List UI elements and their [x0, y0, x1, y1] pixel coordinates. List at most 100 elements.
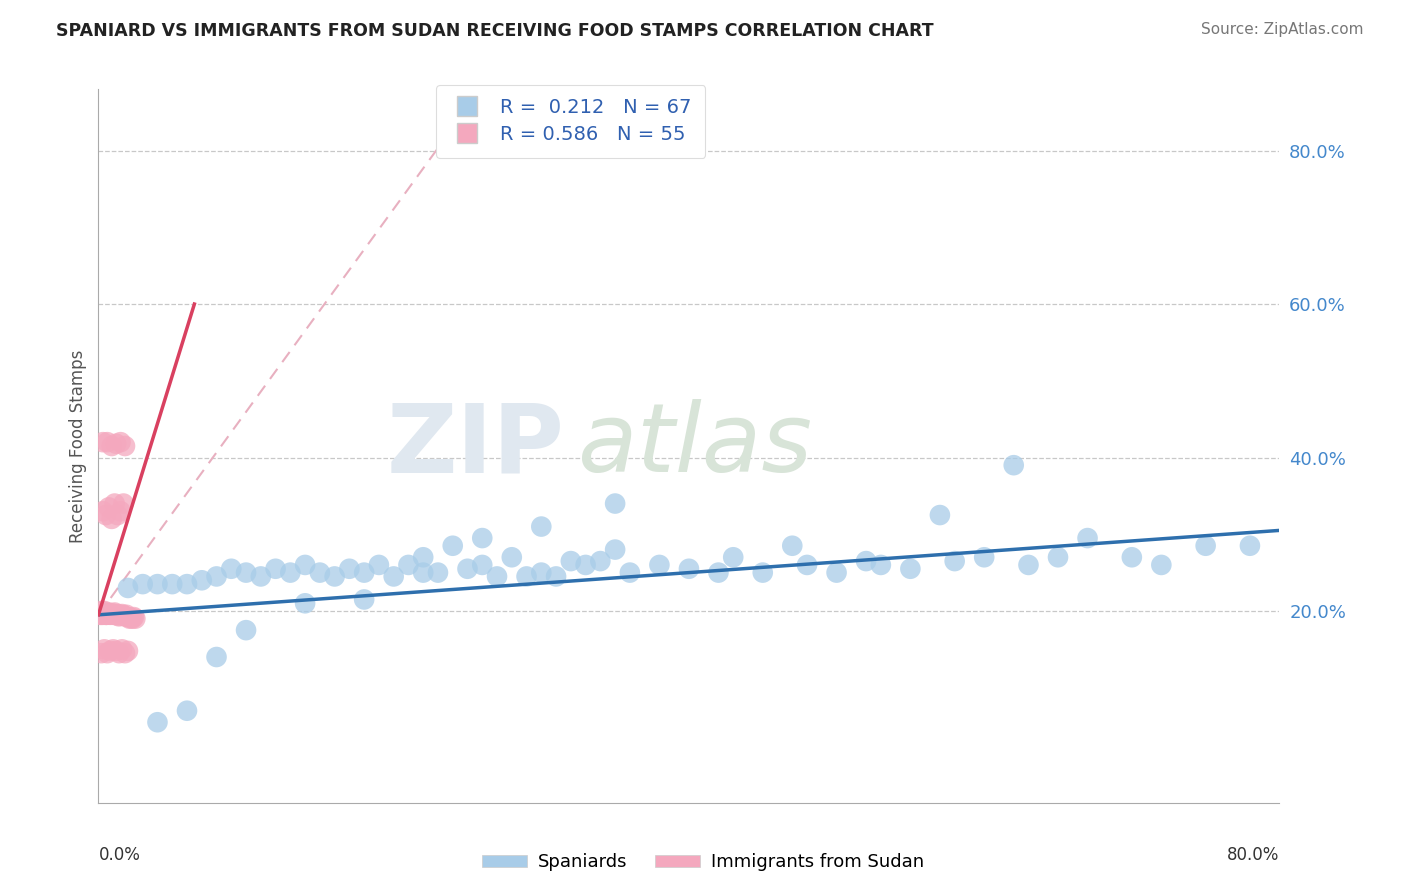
Legend: Spaniards, Immigrants from Sudan: Spaniards, Immigrants from Sudan [475, 847, 931, 879]
Point [398, 558, 420, 572]
Point [1239, 539, 1261, 553]
Point [353, 592, 375, 607]
Point [107, 608, 129, 623]
Y-axis label: Receiving Food Stamps: Receiving Food Stamps [69, 350, 87, 542]
Point [104, 606, 127, 620]
Point [117, 581, 139, 595]
Point [108, 646, 131, 660]
Point [121, 612, 143, 626]
Point [162, 577, 183, 591]
Point [90, 604, 112, 618]
Point [353, 566, 375, 580]
Point [100, 512, 122, 526]
Point [943, 554, 966, 568]
Point [176, 577, 198, 591]
Point [235, 566, 257, 580]
Point [114, 646, 136, 660]
Point [105, 436, 128, 450]
Point [855, 554, 877, 568]
Point [100, 607, 122, 621]
Point [560, 554, 582, 568]
Point [1150, 558, 1173, 572]
Point [235, 623, 257, 637]
Point [108, 609, 131, 624]
Point [124, 612, 146, 626]
Point [90, 646, 112, 660]
Point [98, 607, 121, 621]
Point [97, 500, 120, 515]
Point [104, 607, 127, 622]
Point [929, 508, 952, 522]
Point [90, 607, 112, 622]
Point [117, 644, 139, 658]
Point [110, 504, 132, 518]
Point [678, 562, 700, 576]
Point [111, 642, 134, 657]
Point [471, 558, 494, 572]
Point [120, 611, 142, 625]
Point [457, 562, 479, 576]
Point [870, 558, 893, 572]
Point [105, 644, 128, 658]
Point [100, 439, 122, 453]
Point [146, 577, 169, 591]
Point [368, 558, 391, 572]
Point [1002, 458, 1025, 473]
Point [294, 558, 316, 572]
Point [264, 562, 287, 576]
Point [191, 574, 214, 588]
Point [280, 566, 302, 580]
Point [103, 642, 125, 657]
Point [98, 644, 121, 658]
Point [250, 569, 273, 583]
Point [752, 566, 775, 580]
Point [112, 497, 135, 511]
Point [575, 558, 598, 572]
Point [486, 569, 509, 583]
Point [427, 566, 450, 580]
Point [221, 562, 243, 576]
Point [104, 497, 127, 511]
Point [96, 435, 118, 450]
Point [93, 604, 115, 618]
Text: atlas: atlas [576, 400, 811, 492]
Point [412, 550, 434, 565]
Point [103, 607, 125, 622]
Point [112, 608, 135, 623]
Point [146, 715, 169, 730]
Point [1195, 539, 1218, 553]
Point [900, 562, 922, 576]
Point [471, 531, 494, 545]
Point [782, 539, 804, 553]
Point [412, 566, 434, 580]
Point [107, 508, 129, 522]
Point [110, 435, 132, 450]
Point [1077, 531, 1099, 545]
Point [205, 650, 228, 665]
Point [118, 612, 141, 626]
Point [382, 569, 405, 583]
Point [1121, 550, 1143, 565]
Point [111, 607, 134, 621]
Text: SPANIARD VS IMMIGRANTS FROM SUDAN RECEIVING FOOD STAMPS CORRELATION CHART: SPANIARD VS IMMIGRANTS FROM SUDAN RECEIV… [56, 22, 934, 40]
Point [546, 569, 568, 583]
Point [91, 435, 114, 450]
Point [93, 642, 115, 657]
Point [122, 610, 145, 624]
Point [441, 539, 464, 553]
Point [105, 607, 128, 621]
Point [110, 607, 132, 622]
Point [117, 610, 139, 624]
Text: 80.0%: 80.0% [1227, 846, 1279, 863]
Point [1018, 558, 1040, 572]
Point [108, 607, 131, 622]
Point [1046, 550, 1070, 565]
Point [96, 646, 118, 660]
Point [589, 554, 612, 568]
Point [112, 608, 135, 623]
Point [91, 504, 114, 518]
Point [605, 542, 627, 557]
Point [516, 569, 538, 583]
Point [115, 607, 138, 622]
Point [96, 607, 118, 622]
